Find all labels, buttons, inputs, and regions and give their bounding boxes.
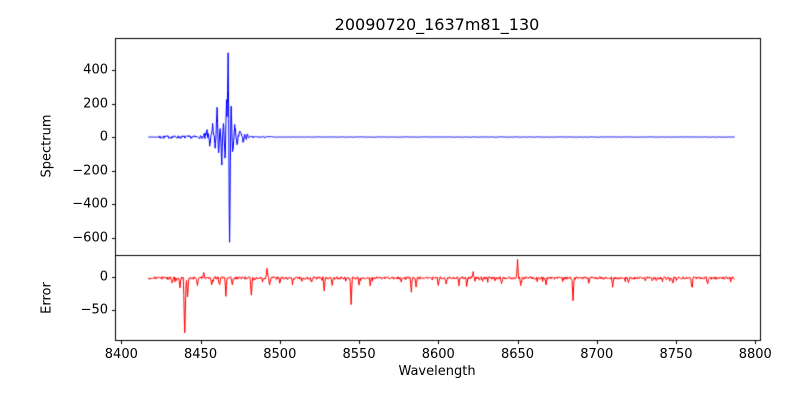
x-tick-label: 8650: [500, 347, 535, 362]
spectrum-y-axis-label: Spectrum: [39, 114, 55, 178]
spectrum-y-tick-label: −200: [72, 163, 108, 179]
spectrum-y-tick-label: 0: [99, 129, 108, 145]
x-tick-label: 8800: [738, 347, 772, 362]
spectrum-y-tick-label: 400: [83, 62, 108, 78]
x-tick-label: 8600: [421, 347, 455, 362]
chart-title: 20090720_1637m81_130: [334, 15, 540, 34]
error-y-axis-label: Error: [39, 282, 55, 314]
x-tick-label: 8500: [263, 347, 297, 362]
x-tick-label: 8450: [184, 347, 218, 362]
x-tick-label: 8750: [659, 347, 693, 362]
x-tick-label: 8400: [104, 347, 138, 362]
spectrum-y-tick-label: −400: [72, 196, 108, 212]
spectrum-y-tick-label: −600: [72, 230, 108, 246]
error-y-tick-label: −50: [80, 302, 108, 318]
x-axis-label: Wavelength: [398, 364, 476, 379]
x-tick-label: 8700: [580, 347, 614, 362]
x-tick-label: 8550: [342, 347, 376, 362]
spectrum-y-tick-label: 200: [83, 96, 108, 112]
error-y-tick-label: 0: [99, 269, 108, 285]
